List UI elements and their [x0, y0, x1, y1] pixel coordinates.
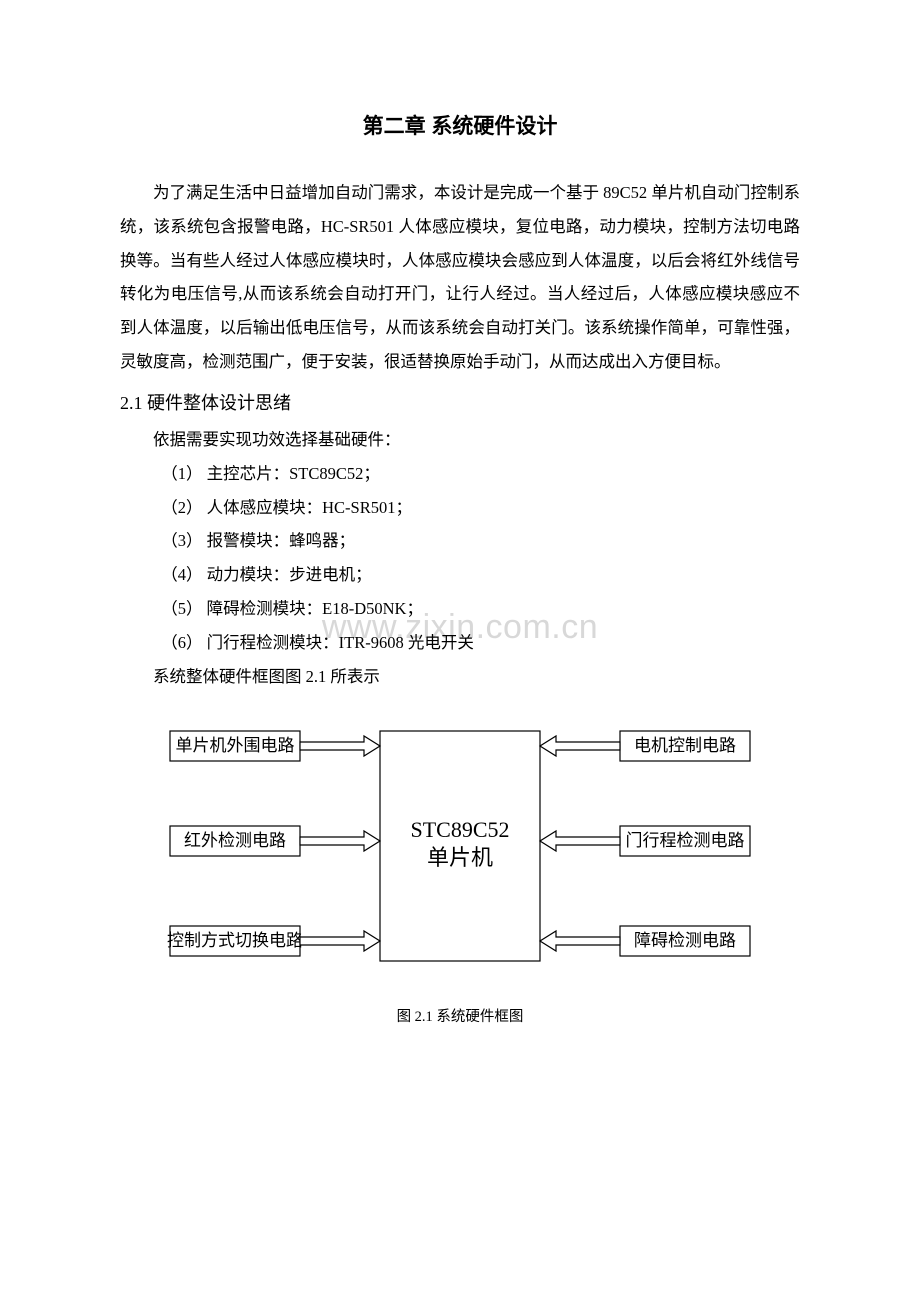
figure-intro-line: 系统整体硬件框图图 2.1 所表示	[120, 660, 800, 694]
svg-text:STC89C52: STC89C52	[410, 817, 509, 842]
svg-text:电机控制电路: 电机控制电路	[634, 736, 736, 755]
svg-text:控制方式切换电路: 控制方式切换电路	[167, 931, 303, 950]
svg-text:红外检测电路: 红外检测电路	[184, 831, 286, 850]
list-item: （5） 障碍检测模块：E18-D50NK；	[120, 592, 800, 626]
svg-text:单片机外围电路: 单片机外围电路	[176, 736, 295, 755]
list-item: （6） 门行程检测模块：ITR-9608 光电开关	[120, 626, 800, 660]
intro-paragraph: 为了满足生活中日益增加自动门需求，本设计是完成一个基于 89C52 单片机自动门…	[120, 176, 800, 379]
list-item: （4） 动力模块：步进电机；	[120, 558, 800, 592]
hardware-intro-line: 依据需要实现功效选择基础硬件：	[120, 423, 800, 457]
figure-caption: 图 2.1 系统硬件框图	[120, 1005, 800, 1026]
svg-text:障碍检测电路: 障碍检测电路	[634, 931, 736, 950]
list-item: （1） 主控芯片：STC89C52；	[120, 457, 800, 491]
svg-text:单片机: 单片机	[427, 845, 493, 870]
svg-text:门行程检测电路: 门行程检测电路	[626, 831, 745, 850]
hardware-block-diagram: STC89C52 单片机 单片机外围电路红外检测电路控制方式切换电路 电机控制电路门行…	[120, 701, 800, 1001]
section-heading: 2.1 硬件整体设计思绪	[120, 385, 800, 421]
list-item: （2） 人体感应模块：HC-SR501；	[120, 491, 800, 525]
diagram-svg: STC89C52 单片机 单片机外围电路红外检测电路控制方式切换电路 电机控制电路门行…	[150, 701, 770, 1001]
page-content: 第二章 系统硬件设计 为了满足生活中日益增加自动门需求，本设计是完成一个基于 8…	[120, 110, 800, 1026]
chapter-title: 第二章 系统硬件设计	[120, 110, 800, 140]
list-item: （3） 报警模块：蜂鸣器；	[120, 524, 800, 558]
